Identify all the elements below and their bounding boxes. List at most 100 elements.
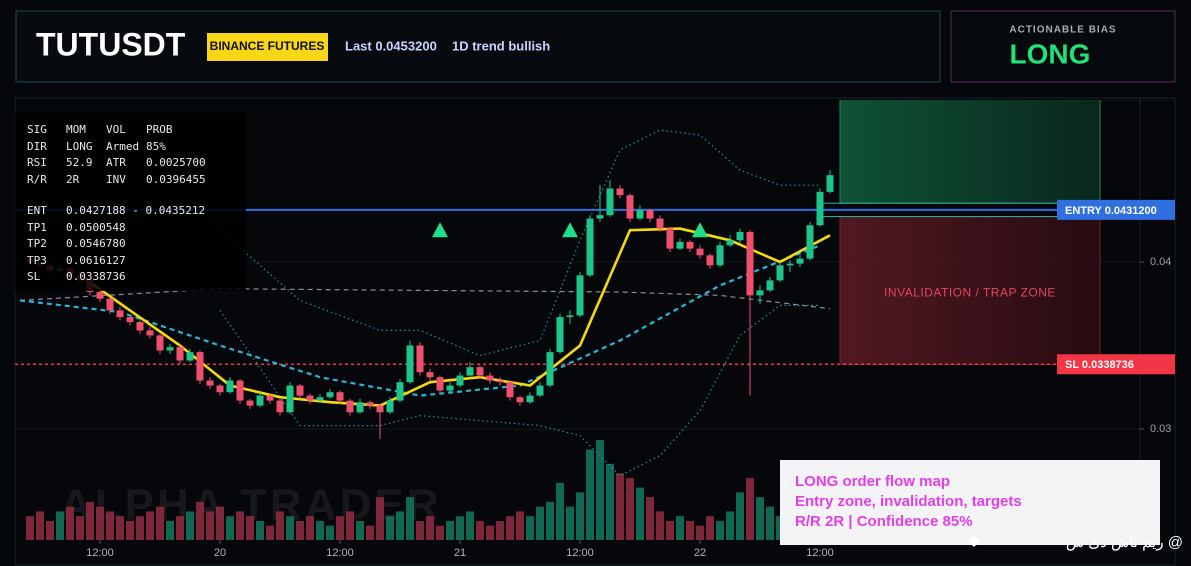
candle-body bbox=[126, 317, 134, 323]
candle-body bbox=[766, 280, 774, 291]
y-tick-label: 0.03 bbox=[1150, 423, 1171, 435]
candle-body bbox=[596, 215, 604, 219]
volume-bar bbox=[376, 497, 384, 540]
candle-body bbox=[496, 380, 504, 383]
volume-bar bbox=[96, 506, 104, 540]
candle-body bbox=[616, 188, 624, 196]
candle-body bbox=[636, 210, 644, 219]
volume-bar bbox=[276, 511, 284, 540]
volume-bar bbox=[346, 511, 354, 540]
stats-cell: 2R bbox=[66, 173, 80, 186]
volume-bar bbox=[486, 525, 494, 540]
volume-bar bbox=[246, 516, 254, 540]
candle-body bbox=[236, 380, 244, 401]
candle-body bbox=[136, 322, 144, 331]
candle-body bbox=[526, 395, 534, 403]
bias-label: ACTIONABLE BIAS bbox=[1009, 25, 1116, 36]
volume-bar bbox=[496, 520, 504, 540]
candle-body bbox=[96, 292, 104, 299]
candle-body bbox=[276, 400, 284, 413]
candle-body bbox=[516, 397, 524, 403]
volume-bar bbox=[576, 492, 584, 540]
volume-bar bbox=[676, 516, 684, 540]
volume-bar bbox=[196, 501, 204, 540]
stats-cell: TP1 bbox=[27, 221, 47, 234]
volume-bar bbox=[456, 516, 464, 540]
target-label-box bbox=[1057, 100, 1175, 101]
volume-bar bbox=[236, 511, 244, 540]
volume-bar bbox=[356, 520, 364, 540]
volume-bar bbox=[736, 492, 744, 540]
volume-bar bbox=[396, 511, 404, 540]
candle-body bbox=[376, 405, 384, 413]
y-tick-label: 0.04 bbox=[1150, 256, 1171, 268]
volume-bar bbox=[596, 440, 604, 540]
header-panel bbox=[15, 10, 941, 83]
volume-bar bbox=[256, 520, 264, 540]
volume-bar bbox=[326, 525, 334, 540]
stats-cell: TP3 bbox=[27, 254, 47, 267]
signal-marker bbox=[562, 222, 578, 238]
candle-body bbox=[246, 400, 254, 406]
candle-body bbox=[326, 392, 334, 398]
candle-body bbox=[816, 191, 824, 226]
volume-bar bbox=[26, 516, 34, 540]
candle-body bbox=[116, 310, 124, 318]
indicator-line bbox=[219, 304, 820, 477]
volume-bar bbox=[586, 449, 594, 540]
stats-cell: 0.0338736 bbox=[66, 270, 126, 283]
note-box bbox=[780, 460, 1160, 545]
volume-bar bbox=[406, 497, 414, 540]
stats-cell: INV bbox=[106, 173, 126, 186]
candle-body bbox=[776, 265, 784, 281]
candle-body bbox=[576, 275, 584, 316]
candle-body bbox=[266, 395, 274, 401]
volume-bar bbox=[46, 520, 54, 540]
candle-body bbox=[316, 397, 324, 401]
signal-marker bbox=[432, 222, 448, 238]
candle-body bbox=[476, 367, 484, 376]
volume-bar bbox=[716, 520, 724, 540]
candle-body bbox=[346, 400, 354, 413]
stats-cell: 0.0500548 bbox=[66, 221, 126, 234]
candle-body bbox=[696, 248, 704, 256]
candle-body bbox=[436, 377, 444, 391]
note-line: Entry zone, invalidation, targets bbox=[795, 493, 1022, 510]
stats-cell: ENT bbox=[27, 204, 47, 217]
candle-body bbox=[756, 290, 764, 296]
volume-bar bbox=[666, 520, 674, 540]
candle-body bbox=[466, 367, 474, 376]
volume-bar bbox=[536, 506, 544, 540]
last-price: Last 0.0453200 bbox=[345, 38, 437, 53]
candle-body bbox=[106, 298, 114, 311]
overlay-layer: 0.03 0.04 12:00 20 12:00 21 12:00 22 12:00 ENTRY … bbox=[86, 199, 1175, 559]
candle-body bbox=[156, 335, 164, 351]
stats-cell: 0.0616127 bbox=[66, 254, 126, 267]
candle-body bbox=[186, 352, 194, 361]
candle-body bbox=[556, 317, 564, 353]
volume-bar bbox=[526, 516, 534, 540]
volume-bar bbox=[476, 520, 484, 540]
exchange: BINANCE FUTURES bbox=[210, 39, 325, 53]
candle-body bbox=[826, 175, 834, 192]
volume-bar bbox=[286, 516, 294, 540]
volume-bar bbox=[226, 516, 234, 540]
stats-panel bbox=[15, 113, 246, 291]
candle-body bbox=[146, 330, 154, 336]
plot: INVALIDATION / TRAP ZONE bbox=[15, 100, 1175, 540]
candle-body bbox=[646, 210, 654, 219]
volume-bar bbox=[136, 516, 144, 540]
volume-bar bbox=[746, 478, 754, 540]
entry-label-box bbox=[1057, 199, 1175, 220]
volume-bar bbox=[156, 506, 164, 540]
stop-label-box bbox=[1057, 354, 1175, 375]
candle-body bbox=[706, 255, 714, 266]
candle-body bbox=[306, 395, 314, 401]
x-tick-label: 12:00 bbox=[566, 547, 594, 559]
volume-bar bbox=[466, 511, 474, 540]
candle-body bbox=[196, 352, 204, 381]
invalidation-zone bbox=[839, 216, 1101, 365]
volume-bar bbox=[636, 487, 644, 540]
candle-body bbox=[676, 241, 684, 249]
